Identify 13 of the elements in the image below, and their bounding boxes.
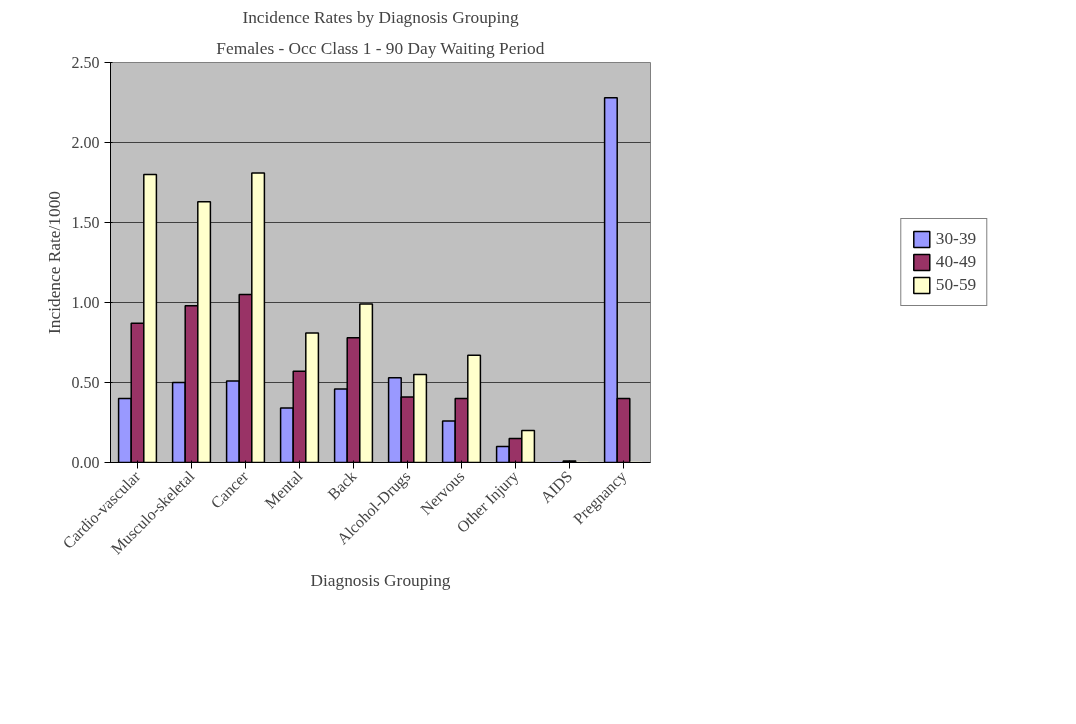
y-axis-title: Incidence Rate/1000 [44,191,64,334]
legend-label: 50-59 [935,275,977,295]
y-tick-label: 2.00 [71,134,100,151]
y-tick-label: 1.50 [71,214,100,231]
y-tick-label: 1.00 [71,294,100,311]
y-tick-label: 0.50 [71,374,100,391]
y-tick-label: 0.00 [71,454,100,471]
chart-subtitle: Females - Occ Class 1 - 90 Day Waiting Period [216,38,545,58]
y-tick-label: 2.50 [71,54,100,71]
legend-label: 30-39 [935,229,977,249]
x-axis-title: Diagnosis Grouping [310,571,451,591]
chart-title: Incidence Rates by Diagnosis Grouping [242,7,519,27]
legend-label: 40-49 [935,252,977,272]
